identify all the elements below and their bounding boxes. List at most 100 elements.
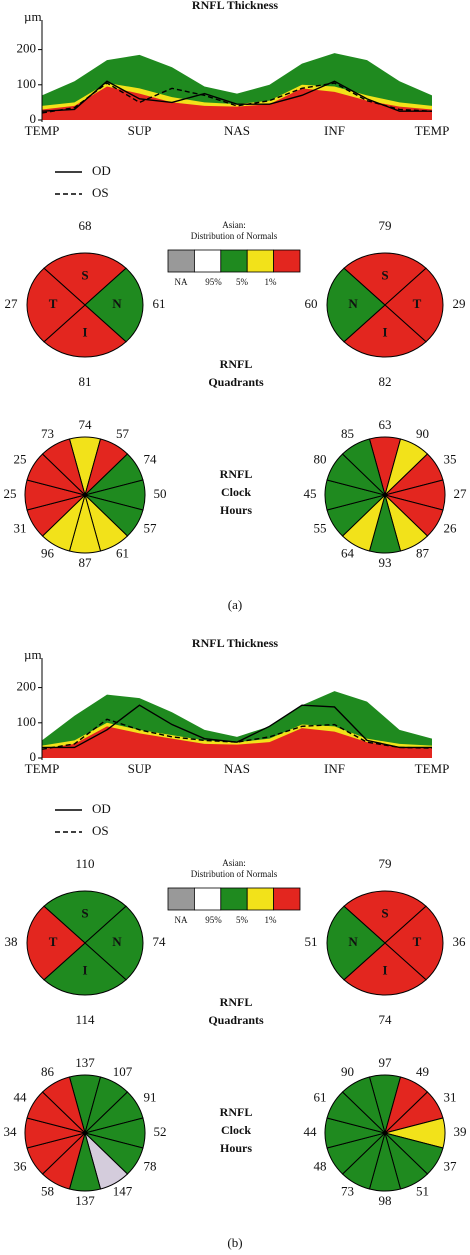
legend-label: 5%	[236, 915, 249, 925]
clock-value: 57	[116, 426, 130, 441]
panel-label: (b)	[227, 1235, 242, 1250]
quadrant-letter: N	[112, 296, 122, 311]
clock-value: 51	[416, 1184, 429, 1199]
clock-sector	[41, 1076, 86, 1135]
quadrant	[326, 905, 386, 981]
clock-value: 80	[314, 451, 327, 466]
legend-title: Distribution of Normals	[191, 231, 278, 241]
legend-label: OS	[92, 185, 109, 200]
legend-swatch	[167, 249, 195, 273]
quadrant-letter: I	[382, 963, 387, 978]
clock-value: 44	[14, 1089, 28, 1104]
clock-value: 96	[41, 546, 55, 561]
quadrant-value: 79	[379, 218, 392, 233]
clock-value: 25	[4, 486, 17, 501]
clock-value: 57	[143, 520, 157, 535]
quadrant-letter: N	[348, 934, 358, 949]
x-tick-label: INF	[324, 123, 345, 138]
clock-value: 26	[443, 520, 457, 535]
legend-swatch	[246, 249, 274, 273]
legend-title: Asian:	[222, 858, 246, 868]
section-title: RNFL	[220, 1105, 253, 1119]
x-tick-label: TEMP	[25, 123, 60, 138]
clock-value: 61	[314, 1089, 327, 1104]
quadrant-value: 81	[79, 374, 92, 389]
y-tick-label: 0	[30, 111, 37, 126]
legend-swatch	[193, 249, 222, 273]
clock-value: 48	[314, 1158, 327, 1173]
legend-label: 5%	[236, 277, 249, 287]
axis-unit: µm	[24, 647, 42, 662]
quadrant	[43, 252, 127, 306]
quadrant	[26, 905, 86, 981]
legend-swatch	[193, 887, 222, 911]
clock-value: 74	[79, 417, 93, 432]
quadrant	[84, 267, 144, 343]
quadrant	[343, 942, 427, 996]
quadrant	[343, 890, 427, 944]
quadrant-letter: I	[82, 325, 87, 340]
quadrant-value: 79	[379, 856, 392, 871]
quadrant	[343, 252, 427, 306]
x-tick-label: TEMP	[415, 761, 450, 776]
quadrant	[384, 267, 444, 343]
clock-value: 137	[75, 1055, 95, 1070]
legend-label: 1%	[265, 915, 278, 925]
clock-value: 86	[41, 1064, 55, 1079]
section-title: Quadrants	[208, 375, 264, 389]
quadrant-value: 114	[75, 1012, 95, 1027]
quadrant	[326, 267, 386, 343]
section-title: Hours	[220, 1141, 252, 1155]
legend-label: NA	[175, 277, 188, 287]
clock-value: 78	[143, 1158, 156, 1173]
clock-value: 36	[14, 1158, 28, 1173]
clock-value: 64	[341, 546, 355, 561]
legend-label: 1%	[265, 277, 278, 287]
quadrant-value: 29	[453, 296, 466, 311]
legend-swatch	[273, 887, 301, 911]
y-tick-label: 100	[17, 76, 37, 91]
quadrant-value: 74	[153, 934, 167, 949]
legend-label: OD	[92, 163, 111, 178]
clock-value: 73	[41, 426, 54, 441]
quadrant-letter: I	[382, 325, 387, 340]
axis-unit: µm	[24, 9, 42, 24]
chart-title: RNFL Thickness	[192, 636, 278, 650]
quadrant-value: 74	[379, 1012, 393, 1027]
quadrant-letter: T	[49, 934, 58, 949]
x-tick-label: SUP	[128, 761, 152, 776]
legend-label: 95%	[205, 915, 222, 925]
legend-label: OD	[92, 801, 111, 816]
chart-title: RNFL Thickness	[192, 0, 278, 12]
clock-value: 31	[14, 520, 27, 535]
clock-value: 52	[154, 1124, 167, 1139]
thickness-line	[41, 718, 433, 750]
thickness-line	[41, 80, 432, 112]
section-title: RNFL	[220, 995, 253, 1009]
quadrant-letter: N	[348, 296, 358, 311]
clock-value: 35	[443, 451, 456, 466]
legend-title: Distribution of Normals	[191, 869, 278, 879]
section-title: Quadrants	[208, 1013, 264, 1027]
y-tick-label: 0	[30, 749, 37, 764]
quadrant-value: 60	[305, 296, 318, 311]
clock-value: 87	[416, 546, 430, 561]
quadrant-value: 51	[305, 934, 318, 949]
legend-label: NA	[175, 915, 188, 925]
quadrant-value: 27	[5, 296, 19, 311]
legend-swatch	[273, 249, 301, 273]
clock-value: 107	[113, 1064, 133, 1079]
legend-title: Asian:	[222, 220, 246, 230]
quadrant-letter: N	[112, 934, 122, 949]
clock-value: 45	[304, 486, 317, 501]
section-title: Hours	[220, 503, 252, 517]
x-tick-label: SUP	[128, 123, 152, 138]
quadrant	[43, 304, 127, 358]
legend-swatch	[246, 887, 274, 911]
clock-value: 58	[41, 1184, 54, 1199]
clock-value: 90	[416, 426, 429, 441]
clock-value: 147	[113, 1184, 133, 1199]
y-tick-label: 100	[17, 714, 37, 729]
